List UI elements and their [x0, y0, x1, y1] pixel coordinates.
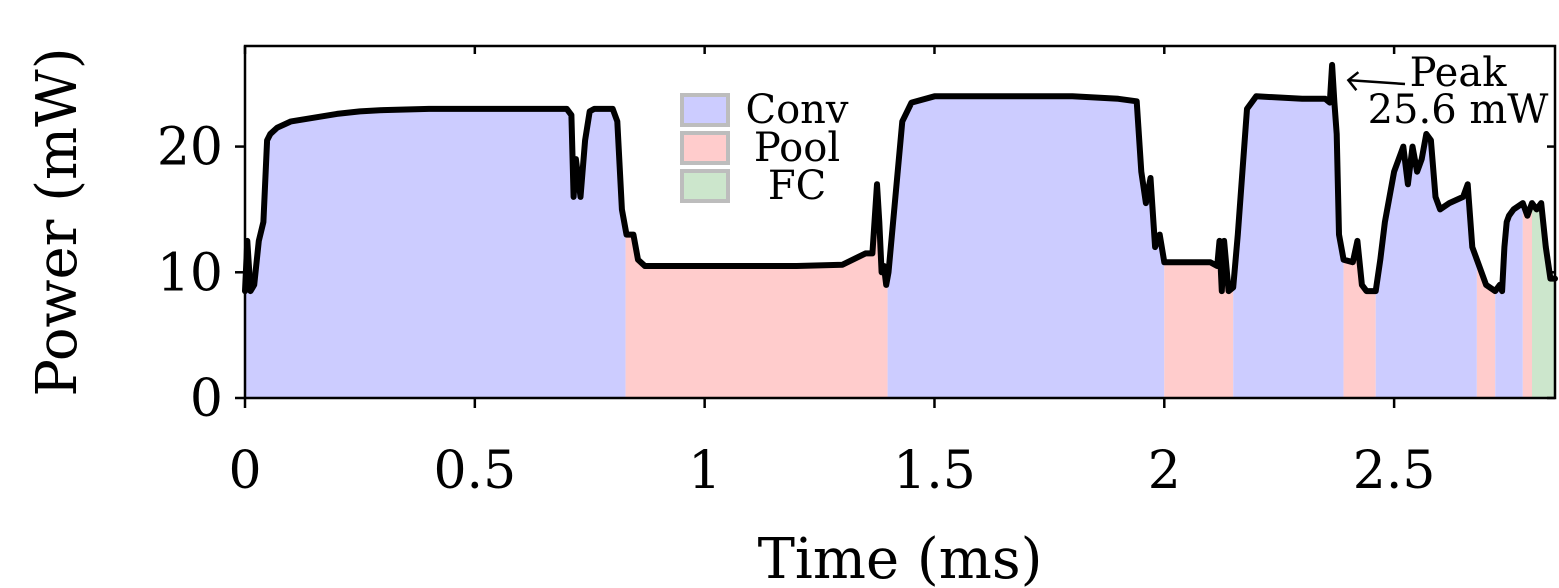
x-tick-label: 2.5 — [1353, 441, 1436, 501]
legend-swatch-fc — [680, 169, 730, 203]
phase-area-fc-10 — [1532, 203, 1555, 398]
legend-label-conv: Conv — [745, 87, 848, 133]
phase-area-pool-7 — [1476, 259, 1496, 398]
power-trace-line — [242, 61, 1558, 295]
phase-area-pool-9 — [1522, 203, 1533, 398]
y-tick-label: 10 — [157, 243, 223, 303]
phase-areas — [245, 64, 1555, 399]
peak-arrow — [1348, 78, 1406, 86]
y-axis: 0 10 20 — [157, 118, 1555, 429]
peak-value-label: 25.6 mW — [1368, 87, 1549, 133]
x-tick-label: 2 — [1148, 441, 1181, 501]
legend-swatch-conv — [680, 93, 730, 127]
legend-swatch-pool — [680, 131, 730, 165]
phase-area-conv-6 — [1375, 134, 1477, 398]
peak-arrowhead — [1346, 71, 1360, 91]
phase-area-conv-8 — [1495, 203, 1523, 398]
x-tick-label: 0.5 — [433, 441, 516, 501]
legend-label-pool: Pool — [754, 125, 840, 171]
legend-label-fc: FC — [768, 163, 826, 209]
phase-area-pool-3 — [1164, 240, 1234, 398]
x-tick-label: 1 — [688, 441, 721, 501]
peak-annotation: Peak 25.6 mW — [1346, 50, 1549, 133]
plot-frame — [243, 44, 1557, 400]
x-axis: 0 0.5 1 1.5 2 2.5 — [228, 46, 1435, 501]
peak-label: Peak — [1410, 50, 1508, 96]
phase-area-conv-0 — [245, 108, 626, 399]
phase-area-conv-2 — [887, 96, 1165, 399]
x-axis-label: Time (ms) — [758, 527, 1043, 588]
x-tick-label: 1.5 — [893, 441, 976, 501]
y-tick-label: 0 — [190, 369, 223, 429]
y-tick-label: 20 — [157, 118, 223, 178]
phase-area-pool-5 — [1343, 240, 1376, 398]
y-axis-label: Power (mW) — [25, 47, 90, 396]
phase-area-pool-1 — [625, 184, 888, 398]
phase-area-conv-4 — [1233, 64, 1344, 399]
x-tick-label: 0 — [228, 441, 261, 501]
